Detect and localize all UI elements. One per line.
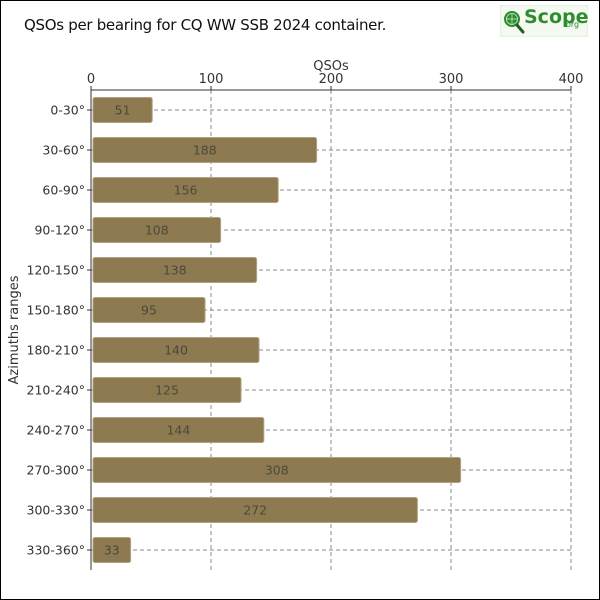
bar xyxy=(92,417,265,443)
qscope-logo xyxy=(500,5,588,37)
magnifier-globe-icon xyxy=(504,11,525,34)
category-label: 0-30° xyxy=(50,103,85,118)
x-tick-label: 0 xyxy=(87,72,95,87)
category-label: 330-360° xyxy=(27,543,85,558)
x-tick-label: 400 xyxy=(559,72,584,87)
category-label: 180-210° xyxy=(27,343,85,358)
bar xyxy=(92,177,279,203)
bar-value-label: 144 xyxy=(166,423,190,438)
category-label: 300-330° xyxy=(27,503,85,518)
bar xyxy=(92,457,462,483)
x-tick-label: 200 xyxy=(319,72,344,87)
bar xyxy=(92,497,418,523)
logo-suffix: org xyxy=(566,20,580,29)
bar-value-label: 156 xyxy=(174,183,198,198)
bar xyxy=(92,377,242,403)
bar-value-label: 33 xyxy=(104,543,120,558)
category-label: 120-150° xyxy=(27,263,85,278)
bar xyxy=(92,97,153,123)
bar-value-label: 51 xyxy=(115,103,131,118)
bar xyxy=(92,297,206,323)
axes: 0 100 200 300 400 0-30° 30-60° 60-90° 90-120° 120… xyxy=(27,72,584,570)
category-label: 30-60° xyxy=(42,143,85,158)
category-label: 210-240° xyxy=(27,383,85,398)
bar xyxy=(92,257,258,283)
bars: 51 188 156 108 138 95 140 125 144 308 272 33 xyxy=(92,97,462,563)
bar-value-label: 95 xyxy=(141,303,157,318)
bar xyxy=(92,337,260,363)
y-axis-title: Azimuths ranges xyxy=(7,275,22,384)
bar-value-label: 272 xyxy=(243,503,267,518)
x-axis-title: QSOs xyxy=(313,59,349,74)
bar-value-label: 125 xyxy=(155,383,179,398)
bar-value-label: 108 xyxy=(145,223,169,238)
bar xyxy=(92,217,222,243)
category-label: 270-300° xyxy=(27,463,85,478)
x-tick-label: 300 xyxy=(439,72,464,87)
bar-value-label: 140 xyxy=(164,343,188,358)
bar-value-label: 188 xyxy=(193,143,217,158)
logo-text: Scope xyxy=(524,6,589,28)
bar-value-label: 308 xyxy=(265,463,289,478)
chart-title: QSOs per bearing for CQ WW SSB 2024 cont… xyxy=(24,16,387,34)
category-label: 150-180° xyxy=(27,303,85,318)
bar-value-label: 138 xyxy=(163,263,187,278)
category-label: 90-120° xyxy=(34,223,85,238)
category-label: 240-270° xyxy=(27,423,85,438)
bar xyxy=(92,137,318,163)
category-label: 60-90° xyxy=(42,183,85,198)
x-tick-label: 100 xyxy=(199,72,224,87)
bar xyxy=(92,537,132,563)
